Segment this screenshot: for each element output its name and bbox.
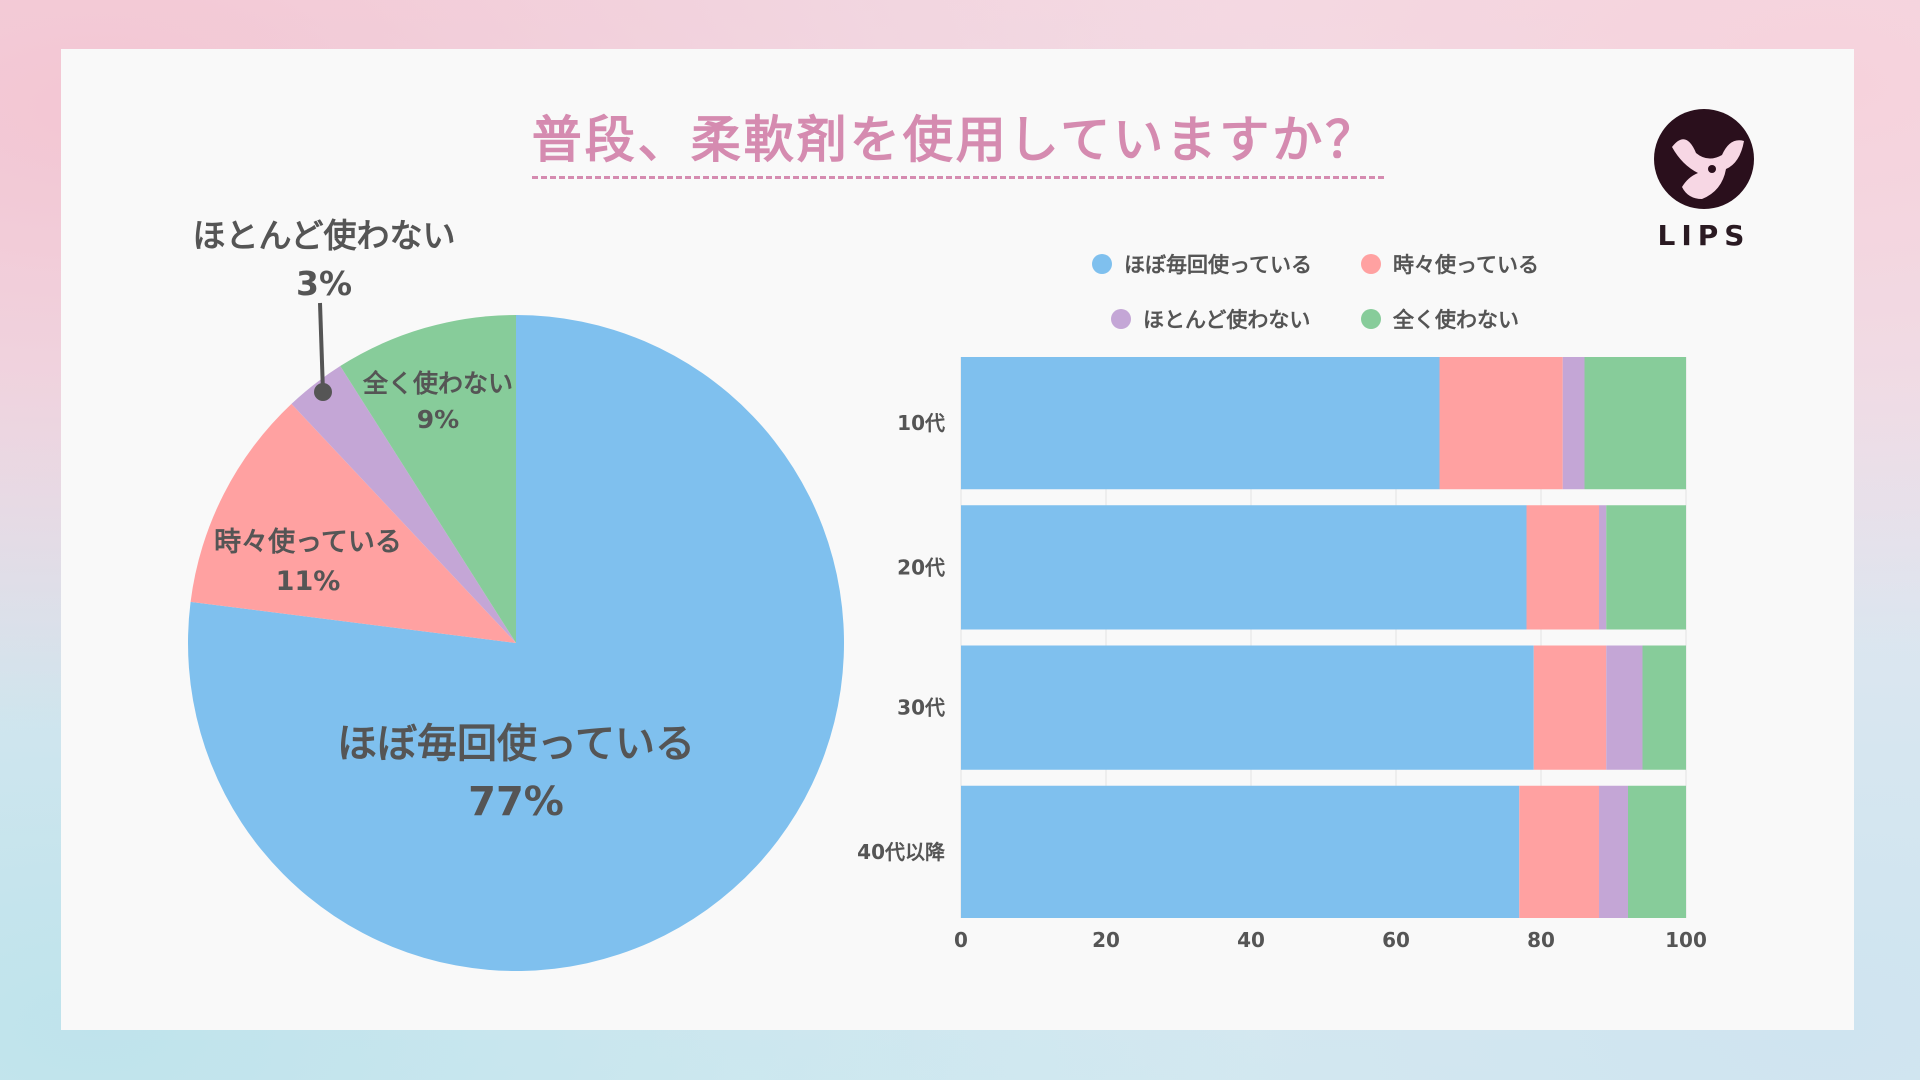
bar-4-mostly — [961, 785, 1520, 918]
pie-label-never: 全く使わない 9% — [363, 366, 513, 439]
bar-1-rarely — [1562, 357, 1585, 490]
pie-label-rarely: ほとんど使わない 3% — [192, 212, 455, 308]
legend-item-sometimes: 時々使っている — [1361, 249, 1539, 279]
callout-dot — [314, 383, 332, 401]
x-tick-label-1: 20 — [1092, 928, 1120, 952]
x-tick-label-4: 80 — [1527, 928, 1555, 952]
legend-label-rarely: ほとんど使わない — [1143, 308, 1311, 332]
pie-slices — [188, 315, 845, 971]
pie-label-mostly-name: ほぼ毎回使っている — [337, 721, 695, 767]
legend-item-never: 全く使わない — [1361, 304, 1519, 334]
pie-label-sometimes-name: 時々使っている — [214, 526, 402, 558]
pie-label-rarely-name: ほとんど使わない — [192, 216, 456, 256]
legend-label-mostly: ほぼ毎回使っている — [1124, 253, 1312, 277]
bar-3-rarely — [1606, 645, 1643, 770]
pie-label-never-pct: 9% — [416, 405, 460, 434]
category-label-3: 30代 — [897, 696, 945, 720]
pie-label-sometimes: 時々使っている 11% — [214, 523, 402, 601]
pie-slice-mostly — [188, 315, 845, 971]
category-label-1: 10代 — [897, 411, 945, 435]
pie-slice-never — [340, 315, 516, 643]
bar-2-mostly — [961, 505, 1527, 630]
pie-slice-rarely — [291, 366, 516, 643]
bar-3-mostly — [961, 645, 1534, 770]
pie-label-mostly: ほぼ毎回使っている 77% — [337, 715, 695, 831]
legend-item-mostly: ほぼ毎回使っている — [1092, 249, 1312, 279]
legend-swatch-mostly — [1092, 254, 1112, 274]
category-label-2: 20代 — [897, 555, 945, 579]
bar-2-sometimes — [1526, 505, 1599, 630]
legend-swatch-never — [1361, 309, 1381, 329]
bar-2-rarely — [1599, 505, 1607, 630]
pie-slice-sometimes — [190, 403, 517, 643]
pie-label-mostly-pct: 77% — [468, 779, 564, 825]
x-tick-label-3: 60 — [1382, 928, 1410, 952]
x-tick-label-5: 100 — [1665, 928, 1707, 952]
bar-2-never — [1606, 505, 1686, 630]
bar-4-never — [1628, 785, 1686, 918]
bar-3-sometimes — [1533, 645, 1607, 770]
bar-1-sometimes — [1439, 357, 1563, 490]
legend-swatch-sometimes — [1361, 254, 1381, 274]
legend-item-rarely: ほとんど使わない — [1111, 304, 1310, 334]
x-tick-label-2: 40 — [1237, 928, 1265, 952]
legend-label-sometimes: 時々使っている — [1393, 253, 1539, 277]
pie-label-never-name: 全く使わない — [362, 368, 514, 398]
bar-1-mostly — [961, 357, 1440, 490]
logo-text: LIPS — [1657, 219, 1751, 252]
bar-3-never — [1642, 645, 1686, 770]
title-underline — [532, 176, 1384, 179]
lips-logo: LIPS — [1652, 107, 1756, 252]
category-label-4: 40代以降 — [857, 840, 946, 864]
pie-label-rarely-pct: 3% — [295, 264, 353, 303]
x-tick-label-0: 0 — [954, 928, 968, 952]
bar-1-never — [1584, 357, 1686, 490]
pie-label-sometimes-pct: 11% — [275, 566, 341, 597]
legend-label-never: 全く使わない — [1393, 308, 1519, 332]
callout-line — [318, 302, 325, 393]
bar-4-sometimes — [1519, 785, 1599, 918]
legend-swatch-rarely — [1111, 309, 1131, 329]
lips-deer-icon — [1654, 109, 1754, 209]
bar-4-rarely — [1599, 785, 1628, 918]
chart-title: 普段、柔軟剤を使用していますか？ — [531, 111, 1379, 169]
